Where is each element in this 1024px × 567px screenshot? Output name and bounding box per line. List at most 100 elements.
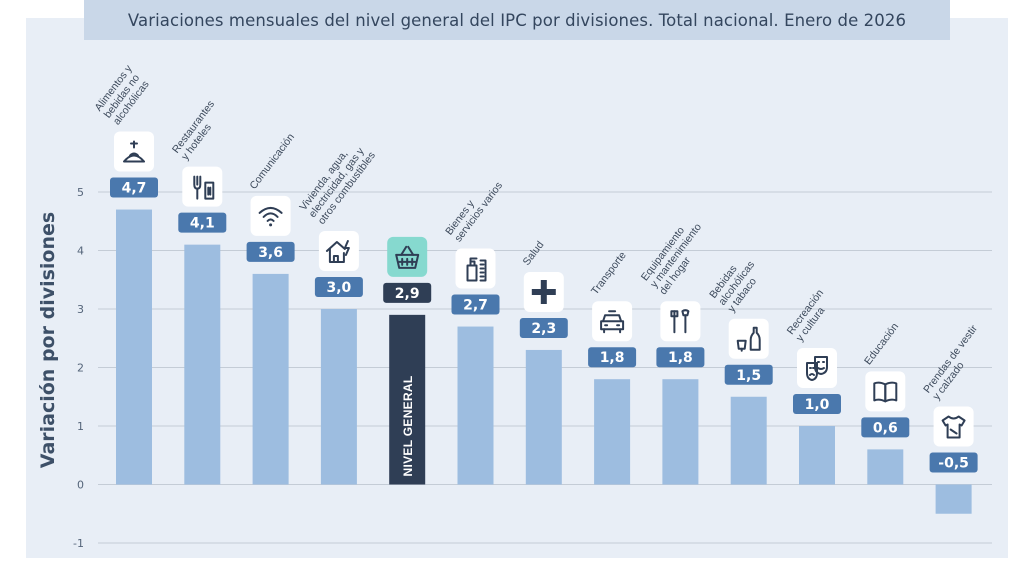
bar-group: 4,7 Alimentos ybebidas noalcohólicas xyxy=(92,62,158,485)
chart-title-box: Variaciones mensuales del nivel general … xyxy=(84,0,950,40)
category-label: Bienes yservicios varios xyxy=(443,173,505,245)
car-icon xyxy=(592,301,633,342)
food-basket-icon xyxy=(114,131,154,172)
svg-text:Recreacióny cultura: Recreacióny cultura xyxy=(785,287,836,344)
value-label-box xyxy=(451,294,500,315)
bar xyxy=(935,484,972,514)
svg-text:Educación: Educación xyxy=(862,321,901,368)
bar-group: 3,0 Vivienda, agua,electricidad, gas yotr… xyxy=(297,136,378,485)
restaurant-icon xyxy=(182,166,223,207)
y-tick-label: 5 xyxy=(77,186,84,199)
bar-group: 2,9 NIVEL GENERAL xyxy=(383,236,432,485)
category-label: Restaurantesy hoteles xyxy=(170,98,226,162)
bar-group: 0,6 Educación xyxy=(861,321,910,485)
bar xyxy=(252,273,289,485)
bar-group: 1,5 Bebidasalcohólicasy tabaco xyxy=(707,252,773,485)
value-label: 4,7 xyxy=(122,181,147,197)
bar xyxy=(525,349,562,485)
value-label-box xyxy=(929,452,978,473)
y-tick-label: 2 xyxy=(77,362,84,375)
value-label: 2,7 xyxy=(463,298,488,314)
bar-group: 1,8 Transporte xyxy=(588,249,637,485)
value-label-box xyxy=(246,241,295,262)
category-label: Prendas de vestiry calzado xyxy=(921,323,989,403)
svg-text:Transporte: Transporte xyxy=(589,249,629,297)
svg-text:Bebidasalcohólicasy tabaco: Bebidasalcohólicasy tabaco xyxy=(707,252,766,315)
house-energy-icon xyxy=(318,231,359,271)
value-label: 1,8 xyxy=(600,350,625,366)
bar xyxy=(389,314,426,485)
category-label: Educación xyxy=(862,321,901,368)
chart-title: Variaciones mensuales del nivel general … xyxy=(127,10,907,30)
nivel-general-label: NIVEL GENERAL xyxy=(401,375,415,476)
health-cross-icon xyxy=(523,271,564,312)
y-tick-label: 1 xyxy=(77,420,84,433)
bar xyxy=(320,309,357,485)
svg-text:Salud: Salud xyxy=(521,239,547,268)
bar-group: 1,8 Equipamientoy mantenimientodel hogar xyxy=(639,214,713,485)
bar xyxy=(116,209,152,485)
book-icon xyxy=(865,371,906,412)
category-label: Salud xyxy=(521,239,547,268)
personal-care-icon xyxy=(455,248,496,289)
bar-group: 4,1 Restaurantesy hoteles xyxy=(170,98,227,485)
svg-text:Bienes yservicios varios: Bienes yservicios varios xyxy=(443,173,505,244)
category-label: Bebidasalcohólicasy tabaco xyxy=(707,252,766,315)
value-label-box xyxy=(588,347,637,368)
value-label: 1,5 xyxy=(736,368,761,384)
value-label-box xyxy=(861,417,910,438)
value-label: 4,1 xyxy=(190,216,215,232)
category-label: Vivienda, agua,electricidad, gas yotros … xyxy=(297,136,378,227)
y-tick-label: -1 xyxy=(73,537,84,550)
category-label: Transporte xyxy=(589,249,629,297)
category-label: Alimentos ybebidas noalcohólicas xyxy=(92,62,153,127)
bar xyxy=(457,326,494,485)
value-label-box xyxy=(178,212,227,233)
bar xyxy=(184,244,221,485)
svg-text:Prendas de vestiry calzado: Prendas de vestiry calzado xyxy=(921,323,989,403)
theater-masks-icon xyxy=(797,348,837,388)
value-label-box xyxy=(110,177,158,198)
tshirt-icon xyxy=(933,406,974,447)
category-label: Equipamientoy mantenimientodel hogar xyxy=(639,214,713,297)
y-tick-label: 0 xyxy=(77,479,84,492)
value-label: 1,0 xyxy=(805,397,830,413)
bar xyxy=(867,449,904,485)
y-tick-label: 3 xyxy=(77,303,84,316)
value-label: 2,9 xyxy=(395,286,420,302)
shopping-basket-icon xyxy=(387,236,428,277)
value-label-box xyxy=(383,282,432,303)
svg-text:Restaurantesy hoteles: Restaurantesy hoteles xyxy=(170,98,226,162)
bar xyxy=(662,379,699,485)
bar-group: 2,7 Bienes yservicios varios xyxy=(443,173,505,485)
bar xyxy=(799,426,835,485)
wifi-icon xyxy=(250,195,291,236)
bar-group: 1,0 Recreacióny cultura xyxy=(785,287,841,485)
bar-group: 2,3 Salud xyxy=(519,239,568,485)
value-label: 0,6 xyxy=(873,420,898,436)
value-label: 3,0 xyxy=(326,280,351,296)
value-label: -0,5 xyxy=(938,456,969,472)
y-tick-label: 4 xyxy=(77,245,84,258)
value-label: 2,3 xyxy=(531,321,556,337)
tools-icon xyxy=(660,301,701,342)
value-label-box xyxy=(724,364,773,385)
value-label: 3,6 xyxy=(258,245,283,261)
bar-group: 3,6 Comunicación xyxy=(246,131,297,485)
category-label: Comunicación xyxy=(247,131,297,191)
svg-text:NIVEL GENERAL: NIVEL GENERAL xyxy=(401,375,415,476)
value-label-box xyxy=(314,277,363,297)
svg-text:Comunicación: Comunicación xyxy=(247,131,297,191)
bar-group: -0,5 Prendas de vestiry calzado xyxy=(921,323,989,514)
value-label-box xyxy=(656,347,705,368)
category-label: Recreacióny cultura xyxy=(785,287,836,344)
bar xyxy=(730,396,767,485)
bottle-icon xyxy=(728,318,769,359)
value-label-box xyxy=(519,317,568,338)
svg-text:Alimentos ybebidas noalcohólic: Alimentos ybebidas noalcohólicas xyxy=(92,62,153,127)
svg-text:Equipamientoy mantenimientodel: Equipamientoy mantenimientodel hogar xyxy=(639,214,713,297)
svg-text:Vivienda, agua,electricidad, g: Vivienda, agua,electricidad, gas yotros … xyxy=(297,136,378,227)
bar xyxy=(594,379,631,485)
value-label-box xyxy=(793,394,841,414)
